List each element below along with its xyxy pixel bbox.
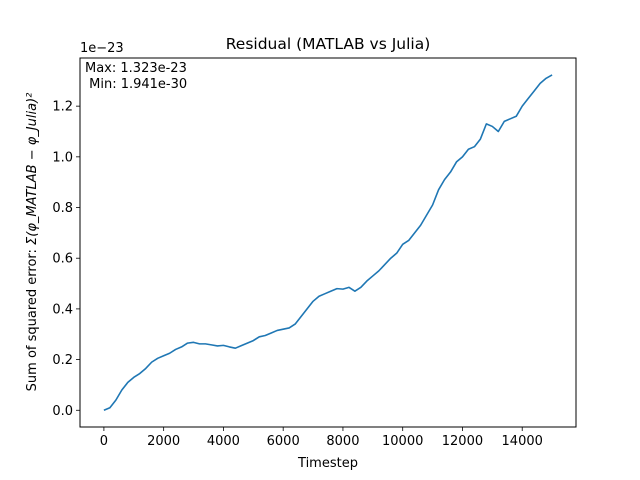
y-tick-label: 1.2 xyxy=(52,100,73,115)
x-tick-label: 12000 xyxy=(442,434,483,449)
annotation-max: Max: 1.323e-23 xyxy=(85,61,187,76)
plot-area xyxy=(79,57,577,428)
series-line xyxy=(103,74,553,412)
y-axis-label: Sum of squared error: Σ(φ_MATLAB − φ_Jul… xyxy=(25,93,40,392)
x-tick-label: 0 xyxy=(100,434,108,449)
x-tick-label: 10000 xyxy=(382,434,423,449)
x-tick-label: 6000 xyxy=(267,434,300,449)
y-tick-label: 0.2 xyxy=(52,353,73,368)
annotation-min: Min: 1.941e-30 xyxy=(85,77,187,92)
y-offset-label: 1e−23 xyxy=(80,41,124,56)
y-tick-label: 0.6 xyxy=(52,252,73,267)
y-tick-label: 1.0 xyxy=(52,150,73,165)
x-tick-label: 2000 xyxy=(147,434,180,449)
y-tick-label: 0.8 xyxy=(52,201,73,216)
x-tick-label: 8000 xyxy=(326,434,359,449)
y-tick-label: 0.0 xyxy=(52,404,73,419)
y-axis-label-math: Σ(φ_MATLAB − φ_Julia)² xyxy=(25,93,40,245)
x-axis-label: Timestep xyxy=(297,456,358,471)
y-tick-label: 0.4 xyxy=(52,302,73,317)
x-tick-label: 4000 xyxy=(207,434,240,449)
y-axis-label-prefix: Sum of squared error: xyxy=(25,245,40,391)
x-tick-label: 14000 xyxy=(502,434,543,449)
chart-title: Residual (MATLAB vs Julia) xyxy=(226,35,431,53)
